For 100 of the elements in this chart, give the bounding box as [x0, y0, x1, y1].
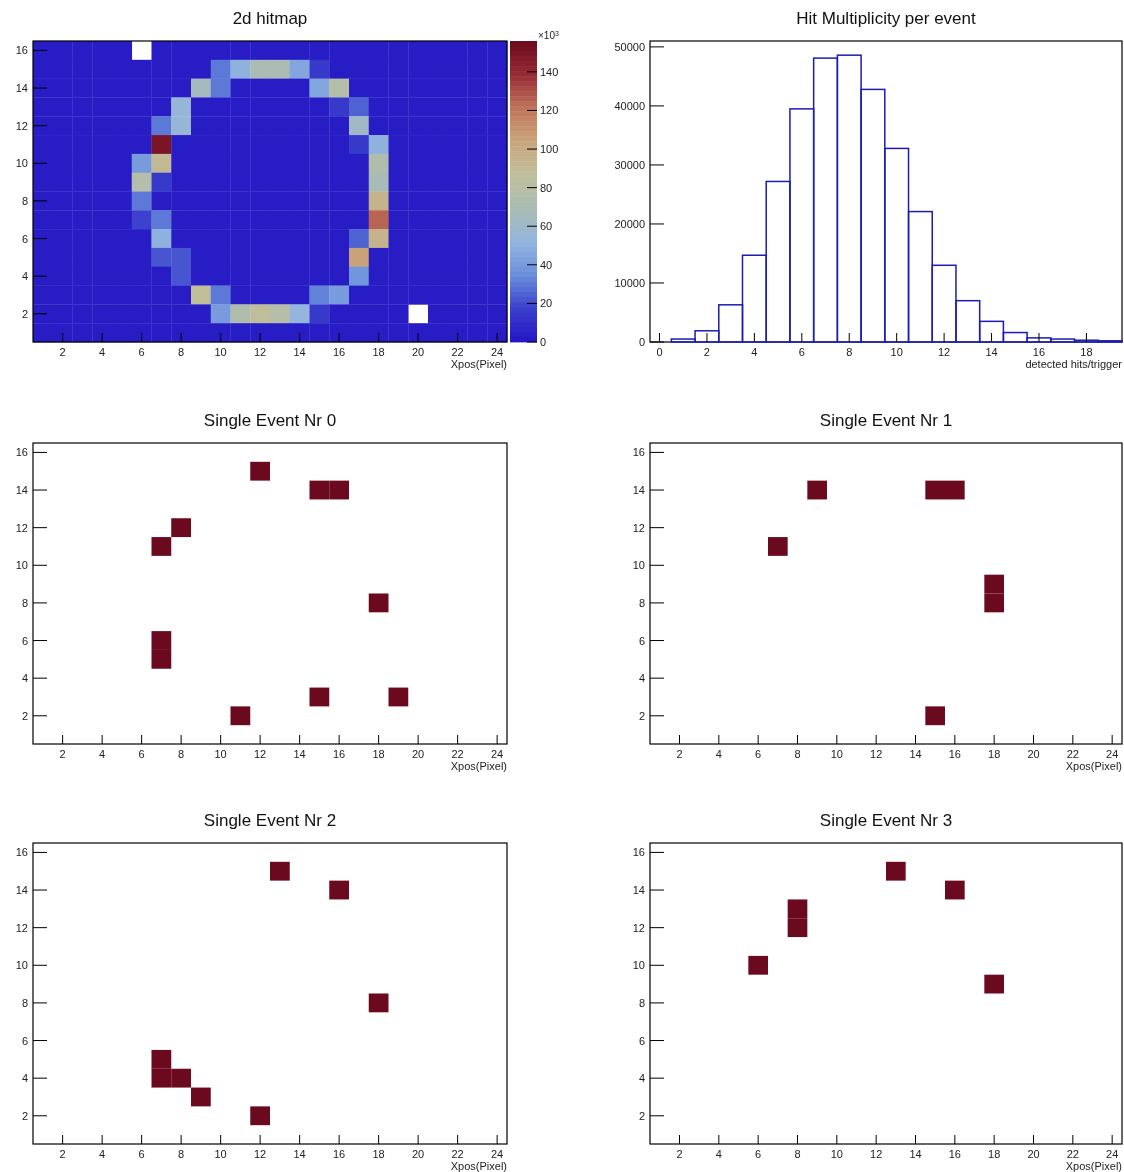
- x-tick-label: 14: [293, 346, 306, 358]
- x-tick-label: 12: [254, 346, 267, 358]
- x-tick-label: 16: [948, 1148, 961, 1160]
- y-tick-label: 14: [15, 82, 28, 95]
- x-tick-label: 10: [830, 748, 843, 760]
- x-tick-label: 4: [715, 1148, 722, 1160]
- point: [388, 687, 409, 707]
- x-tick-label: 10: [214, 748, 227, 760]
- point: [151, 649, 172, 669]
- point: [925, 480, 945, 500]
- y-tick-label: 10: [15, 157, 28, 170]
- y-tick-label: 6: [638, 634, 645, 647]
- point: [250, 461, 270, 481]
- y-tick-label: 6: [21, 1034, 28, 1047]
- y-tick-label: 16: [15, 846, 28, 859]
- y-tick-label: 4: [638, 672, 645, 685]
- x-tick-label: 20: [1027, 1148, 1040, 1160]
- x-tick-label: 6: [798, 346, 805, 358]
- y-tick-label: 6: [21, 634, 28, 647]
- x-tick-label: 16: [1032, 346, 1046, 358]
- y-tick-label: 10: [15, 559, 28, 572]
- y-tick-label: 14: [15, 884, 28, 897]
- y-tick-label: 14: [632, 884, 645, 897]
- x-tick-label: 10: [830, 1148, 843, 1160]
- y-tick-label: 14: [632, 484, 645, 497]
- x-tick-label: 24: [491, 1148, 504, 1160]
- color-bar-label: 60: [540, 220, 553, 233]
- x-tick-label: 12: [937, 346, 951, 358]
- x-tick-label: 8: [178, 748, 185, 760]
- x-tick-label: 8: [178, 346, 185, 358]
- y-tick-label: 30000: [614, 158, 645, 171]
- y-tick-label: 10: [632, 559, 645, 572]
- color-bar-label: 0: [540, 336, 547, 348]
- color-bar-label: 140: [540, 65, 559, 78]
- x-tick-label: 16: [333, 346, 346, 358]
- point: [151, 1068, 172, 1088]
- point: [368, 993, 389, 1013]
- x-tick-label: 10: [214, 1148, 227, 1160]
- y-tick-label: 12: [632, 521, 645, 534]
- x-axis-title: Xpos(Pixel): [450, 1160, 507, 1172]
- x-tick-label: 8: [178, 1148, 185, 1160]
- x-tick-label: 6: [138, 1148, 145, 1160]
- x-tick-label: 8: [846, 346, 853, 358]
- x-tick-label: 2: [676, 1148, 683, 1160]
- y-tick-label: 6: [638, 1034, 645, 1047]
- x-tick-label: 10: [890, 346, 903, 358]
- y-tick-label: 4: [21, 1072, 28, 1085]
- x-tick-label: 2: [703, 346, 710, 358]
- y-tick-label: 2: [638, 1109, 645, 1122]
- y-tick-label: 2: [21, 709, 28, 722]
- point: [368, 593, 389, 613]
- x-tick-label: 4: [715, 748, 722, 760]
- x-tick-label: 24: [491, 346, 504, 358]
- x-tick-label: 14: [293, 1148, 306, 1160]
- x-tick-label: 22: [451, 748, 464, 760]
- point: [807, 480, 827, 500]
- y-tick-label: 6: [21, 232, 28, 245]
- x-tick-label: 20: [412, 1148, 425, 1160]
- y-tick-label: 12: [632, 921, 645, 934]
- x-tick-label: 6: [138, 748, 145, 760]
- x-tick-label: 20: [412, 346, 425, 358]
- x-tick-label: 18: [372, 748, 385, 760]
- x-tick-label: 12: [870, 748, 883, 760]
- y-tick-label: 8: [638, 596, 645, 609]
- y-tick-label: 2: [21, 1109, 28, 1122]
- point: [329, 480, 349, 500]
- x-tick-label: 18: [988, 1148, 1001, 1160]
- y-tick-label: 12: [15, 119, 28, 132]
- point: [886, 861, 906, 881]
- x-tick-label: 14: [985, 346, 998, 358]
- x-tick-label: 18: [988, 748, 1001, 760]
- x-tick-label: 6: [755, 748, 762, 760]
- point: [787, 899, 808, 919]
- color-bar-label: 40: [540, 258, 553, 271]
- x-tick-label: 18: [1080, 346, 1093, 358]
- x-tick-label: 16: [333, 1148, 346, 1160]
- color-bar-label: 20: [540, 297, 553, 310]
- x-tick-label: 4: [99, 748, 106, 760]
- color-bar-label: 100: [540, 143, 559, 156]
- x-tick-label: 16: [948, 748, 961, 760]
- x-tick-label: 10: [214, 346, 227, 358]
- y-tick-label: 40000: [614, 99, 645, 112]
- point: [171, 518, 191, 538]
- y-tick-label: 8: [21, 194, 28, 207]
- chart-title: Single Event Nr 3: [819, 811, 953, 830]
- x-tick-label: 14: [909, 748, 922, 760]
- x-axis-title: Xpos(Pixel): [450, 760, 507, 772]
- y-tick-label: 12: [15, 921, 28, 934]
- x-axis-title: Xpos(Pixel): [1065, 1160, 1122, 1172]
- x-tick-label: 18: [372, 1148, 385, 1160]
- color-bar-label: 120: [540, 104, 559, 117]
- point: [945, 880, 965, 900]
- point: [984, 574, 1004, 594]
- point: [230, 706, 251, 726]
- x-axis-title: Xpos(Pixel): [1065, 760, 1122, 772]
- x-tick-label: 2: [59, 1148, 66, 1160]
- x-tick-label: 6: [138, 346, 145, 358]
- x-tick-label: 22: [1066, 748, 1079, 760]
- point: [329, 880, 349, 900]
- x-tick-label: 2: [676, 748, 683, 760]
